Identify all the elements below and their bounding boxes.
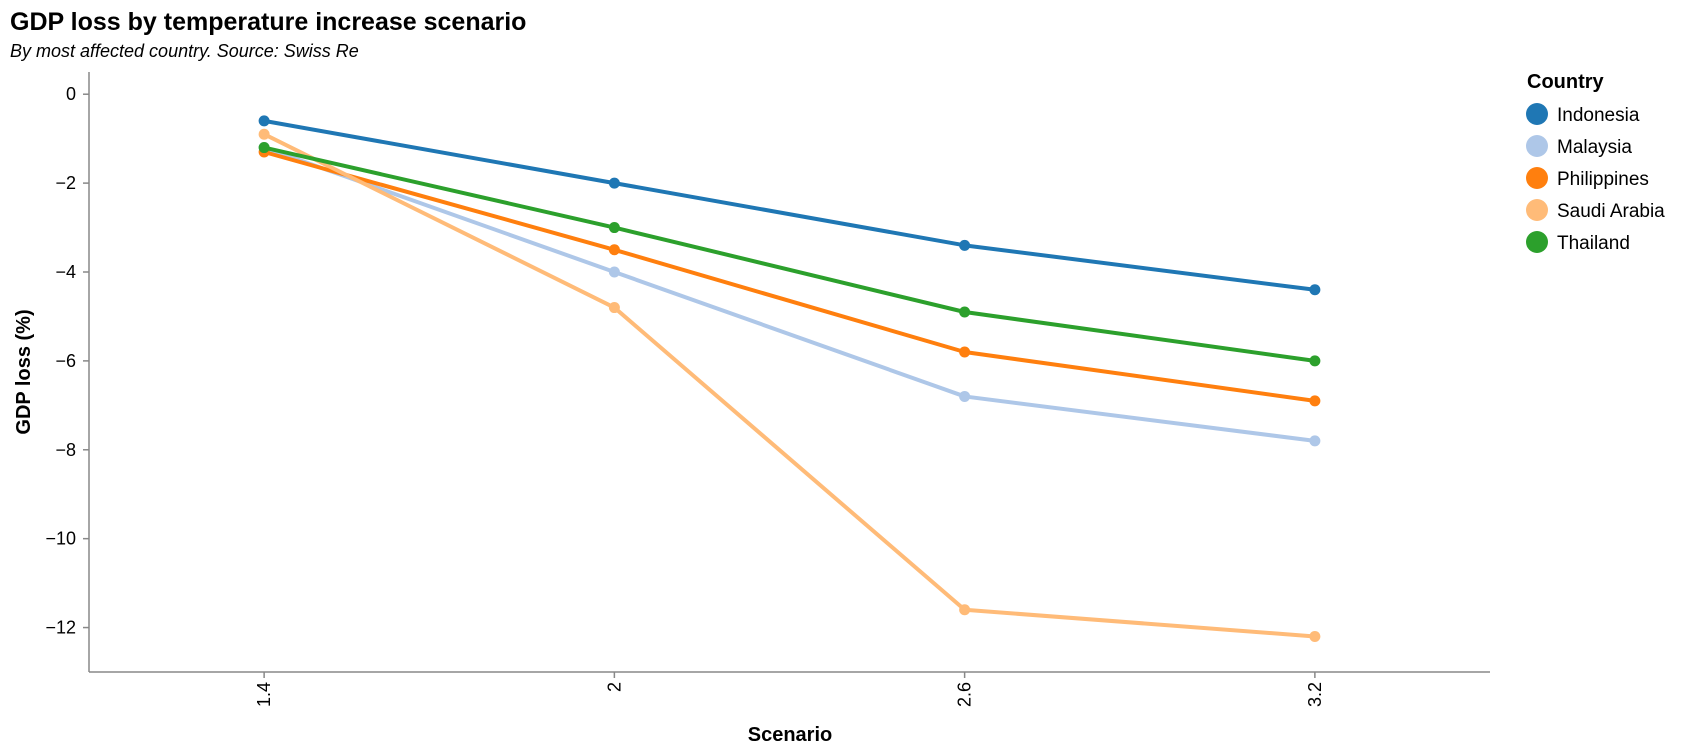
data-point-saudi-arabia[interactable] — [608, 302, 620, 314]
legend-item-malaysia[interactable]: Malaysia — [1526, 135, 1632, 158]
data-point-saudi-arabia[interactable] — [258, 128, 270, 140]
series-indonesia — [258, 115, 1321, 296]
series-line-philippines — [262, 150, 1317, 403]
data-point-saudi-arabia[interactable] — [1309, 630, 1321, 642]
legend-label: Indonesia — [1557, 105, 1640, 126]
data-point-indonesia[interactable] — [608, 177, 620, 189]
y-tick-label: −4 — [55, 262, 76, 282]
data-point-thailand[interactable] — [608, 222, 620, 234]
data-point-thailand[interactable] — [1309, 355, 1321, 367]
legend-label: Saudi Arabia — [1557, 201, 1665, 222]
y-axis: 0 −2 −4 −6 −8 −10 −12 — [45, 72, 90, 672]
legend-swatch — [1526, 231, 1548, 253]
legend-item-philippines[interactable]: Philippines — [1526, 167, 1649, 190]
y-tick-label: −12 — [45, 618, 76, 638]
data-point-malaysia[interactable] — [1309, 435, 1321, 447]
legend-title: Country — [1527, 71, 1605, 93]
legend-swatch — [1526, 103, 1548, 125]
data-point-malaysia[interactable] — [959, 390, 971, 402]
data-point-philippines[interactable] — [1309, 395, 1321, 407]
y-axis-title: GDP loss (%) — [13, 309, 35, 434]
chart-subtitle: By most affected country. Source: Swiss … — [10, 41, 359, 61]
data-point-philippines[interactable] — [959, 346, 971, 358]
legend-item-indonesia[interactable]: Indonesia — [1526, 103, 1640, 126]
x-axis: 1.4 2 2.6 3.2 — [89, 671, 1490, 707]
data-point-indonesia[interactable] — [1309, 284, 1321, 296]
legend-item-thailand[interactable]: Thailand — [1526, 231, 1630, 254]
series-saudi-arabia — [258, 128, 1321, 642]
series-line-malaysia — [262, 145, 1317, 443]
data-point-saudi-arabia[interactable] — [959, 604, 971, 616]
data-point-thailand[interactable] — [959, 306, 971, 318]
data-point-thailand[interactable] — [258, 142, 270, 154]
data-point-indonesia[interactable] — [258, 115, 270, 127]
data-point-indonesia[interactable] — [959, 239, 971, 251]
legend-swatch — [1526, 167, 1548, 189]
x-tick-label: 2.6 — [955, 682, 975, 707]
y-tick-label: −2 — [55, 173, 76, 193]
x-axis-title: Scenario — [748, 724, 832, 746]
series-line-indonesia — [262, 118, 1317, 292]
y-tick-label: −10 — [45, 529, 76, 549]
legend: Country Indonesia Malaysia Philippines Saud… — [1526, 71, 1665, 254]
series-thailand — [258, 142, 1321, 367]
x-tick-label: 3.2 — [1305, 682, 1325, 707]
legend-item-saudi-arabia[interactable]: Saudi Arabia — [1526, 199, 1665, 222]
x-tick-label: 2 — [604, 682, 624, 692]
data-point-philippines[interactable] — [608, 244, 620, 256]
legend-label: Malaysia — [1557, 137, 1632, 158]
legend-swatch — [1526, 135, 1548, 157]
series-line-saudi-arabia — [262, 132, 1317, 639]
legend-label: Philippines — [1557, 169, 1649, 190]
y-tick-label: −6 — [55, 351, 76, 371]
series-philippines — [258, 146, 1321, 407]
y-tick-label: −8 — [55, 440, 76, 460]
x-tick-label: 1.4 — [254, 682, 274, 707]
series-line-thailand — [262, 145, 1317, 363]
chart-title: GDP loss by temperature increase scenari… — [10, 8, 526, 36]
data-point-malaysia[interactable] — [608, 266, 620, 278]
series-layer — [258, 115, 1321, 642]
legend-label: Thailand — [1557, 233, 1630, 254]
series-malaysia — [258, 142, 1321, 447]
legend-swatch — [1526, 199, 1548, 221]
y-tick-label: 0 — [66, 84, 76, 104]
